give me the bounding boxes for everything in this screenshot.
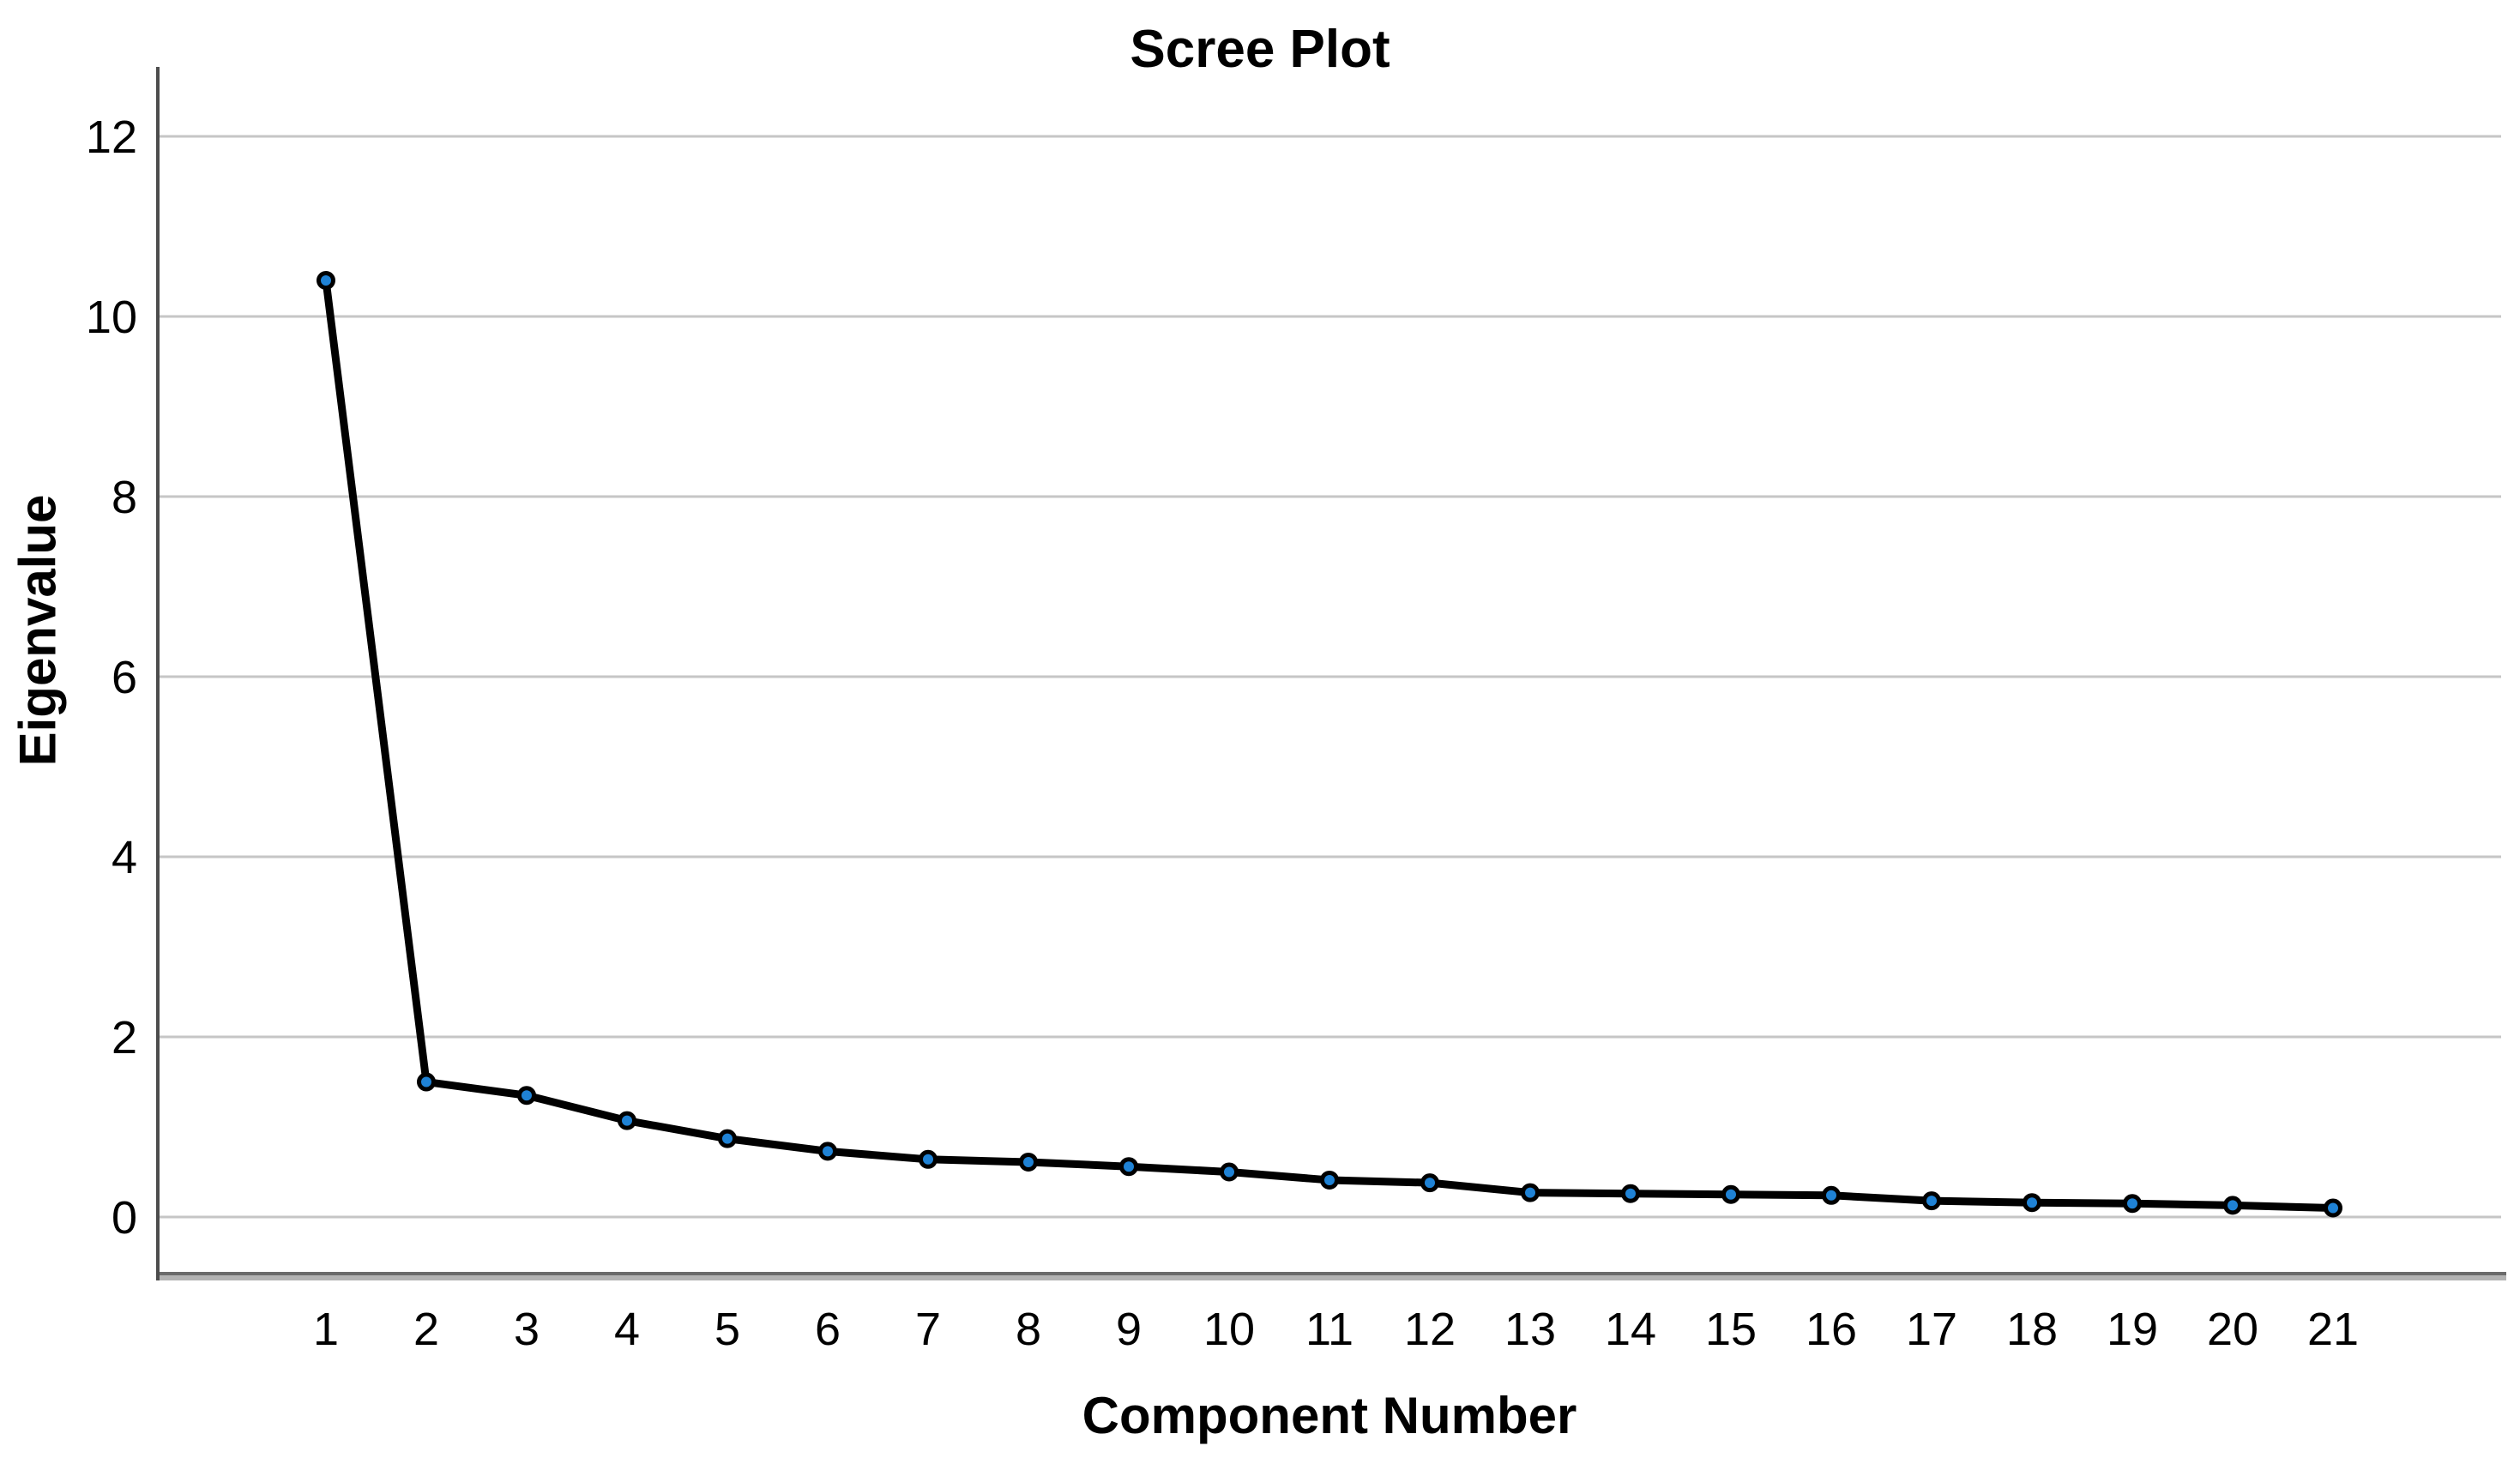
x-tick-label-4: 4 — [614, 1304, 640, 1355]
x-axis-line-edge — [158, 1272, 2506, 1275]
data-point-7 — [919, 1149, 937, 1169]
x-tick-label-2: 2 — [413, 1304, 439, 1355]
x-tick-label-11: 11 — [1305, 1304, 1353, 1355]
data-point-16 — [1822, 1185, 1841, 1205]
data-point-19 — [2123, 1194, 2142, 1214]
x-tick-label-9: 9 — [1116, 1304, 1142, 1355]
data-point-13 — [1521, 1183, 1540, 1202]
x-tick-label-14: 14 — [1605, 1304, 1656, 1355]
x-tick-label-17: 17 — [1906, 1304, 1957, 1355]
x-tick-label-5: 5 — [714, 1304, 740, 1355]
data-point-5 — [718, 1129, 737, 1148]
x-tick-label-18: 18 — [2006, 1304, 2058, 1355]
x-axis-line — [158, 1272, 2506, 1280]
series-line — [322, 276, 2337, 1212]
x-tick-label-21: 21 — [2307, 1304, 2359, 1355]
data-point-18 — [2023, 1193, 2041, 1213]
x-tick-label-8: 8 — [1016, 1304, 1041, 1355]
x-tick-label-16: 16 — [1806, 1304, 1857, 1355]
x-tick-label-13: 13 — [1504, 1304, 1556, 1355]
data-point-1 — [317, 271, 335, 290]
y-tick-label-8: 8 — [112, 472, 137, 523]
x-tick-label-15: 15 — [1705, 1304, 1757, 1355]
x-tick-label-12: 12 — [1404, 1304, 1456, 1355]
y-tick-label-0: 0 — [112, 1192, 137, 1244]
chart-title: Scree Plot — [1130, 20, 1390, 79]
x-tick-label-6: 6 — [815, 1304, 841, 1355]
y-tick-label-10: 10 — [86, 292, 137, 343]
data-point-15 — [1721, 1184, 1740, 1204]
x-tick-label-20: 20 — [2207, 1304, 2258, 1355]
y-axis-title: Eigenvalue — [9, 494, 67, 767]
data-point-14 — [1621, 1184, 1640, 1203]
data-point-11 — [1320, 1170, 1339, 1190]
x-tick-label-10: 10 — [1203, 1304, 1255, 1355]
y-tick-label-6: 6 — [112, 652, 137, 703]
data-point-12 — [1420, 1173, 1439, 1193]
y-tick-label-2: 2 — [112, 1012, 137, 1063]
data-point-10 — [1220, 1162, 1239, 1182]
data-point-20 — [2223, 1196, 2242, 1215]
data-point-17 — [1922, 1191, 1941, 1211]
y-tick-label-4: 4 — [112, 832, 137, 883]
data-point-8 — [1019, 1152, 1038, 1172]
y-tick-label-12: 12 — [86, 111, 137, 163]
data-point-3 — [517, 1086, 536, 1106]
data-point-6 — [818, 1142, 837, 1161]
x-tick-label-3: 3 — [514, 1304, 540, 1355]
x-tick-label-1: 1 — [313, 1304, 339, 1355]
x-tick-label-7: 7 — [915, 1304, 941, 1355]
x-axis-title: Component Number — [1082, 1387, 1577, 1444]
data-point-4 — [618, 1111, 636, 1130]
data-point-9 — [1119, 1157, 1138, 1177]
x-tick-label-19: 19 — [2107, 1304, 2158, 1355]
data-point-21 — [2324, 1198, 2342, 1218]
data-point-2 — [417, 1072, 436, 1092]
